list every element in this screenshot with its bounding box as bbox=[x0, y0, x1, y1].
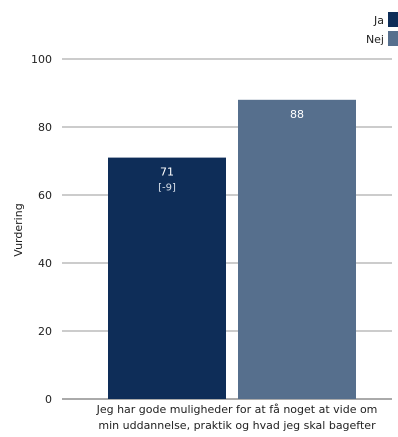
legend-label-nej: Nej bbox=[366, 33, 384, 46]
y-tick-label-80: 80 bbox=[38, 121, 52, 134]
y-tick-label-100: 100 bbox=[31, 53, 52, 66]
y-tick-label-20: 20 bbox=[38, 325, 52, 338]
y-tick-label-0: 0 bbox=[45, 393, 52, 406]
bars bbox=[108, 99, 356, 400]
x-category-labels: Jeg har gode muligheder for at få noget … bbox=[96, 403, 378, 432]
bar-nej bbox=[238, 99, 356, 400]
y-tick-labels: 0 20 40 60 80 100 bbox=[31, 53, 52, 406]
legend-swatch-ja bbox=[388, 12, 398, 27]
legend-swatch-nej bbox=[388, 31, 398, 46]
y-axis-label: Vurdering bbox=[12, 203, 25, 256]
x-category-label-line-2: min uddannelse, praktik og hvad jeg skal… bbox=[98, 419, 376, 432]
bar-change-label-ja: [-9] bbox=[158, 183, 176, 194]
bar-value-labels: 71 [-9] 88 bbox=[158, 108, 304, 194]
bar-ja bbox=[108, 157, 226, 399]
legend-label-ja: Ja bbox=[373, 14, 384, 27]
bar-value-label-nej: 88 bbox=[290, 108, 304, 121]
bar-value-label-ja: 71 bbox=[160, 166, 174, 179]
legend: Ja Nej bbox=[366, 12, 398, 46]
y-tick-label-40: 40 bbox=[38, 257, 52, 270]
x-category-label-line-1: Jeg har gode muligheder for at få noget … bbox=[96, 403, 378, 416]
y-tick-label-60: 60 bbox=[38, 189, 52, 202]
